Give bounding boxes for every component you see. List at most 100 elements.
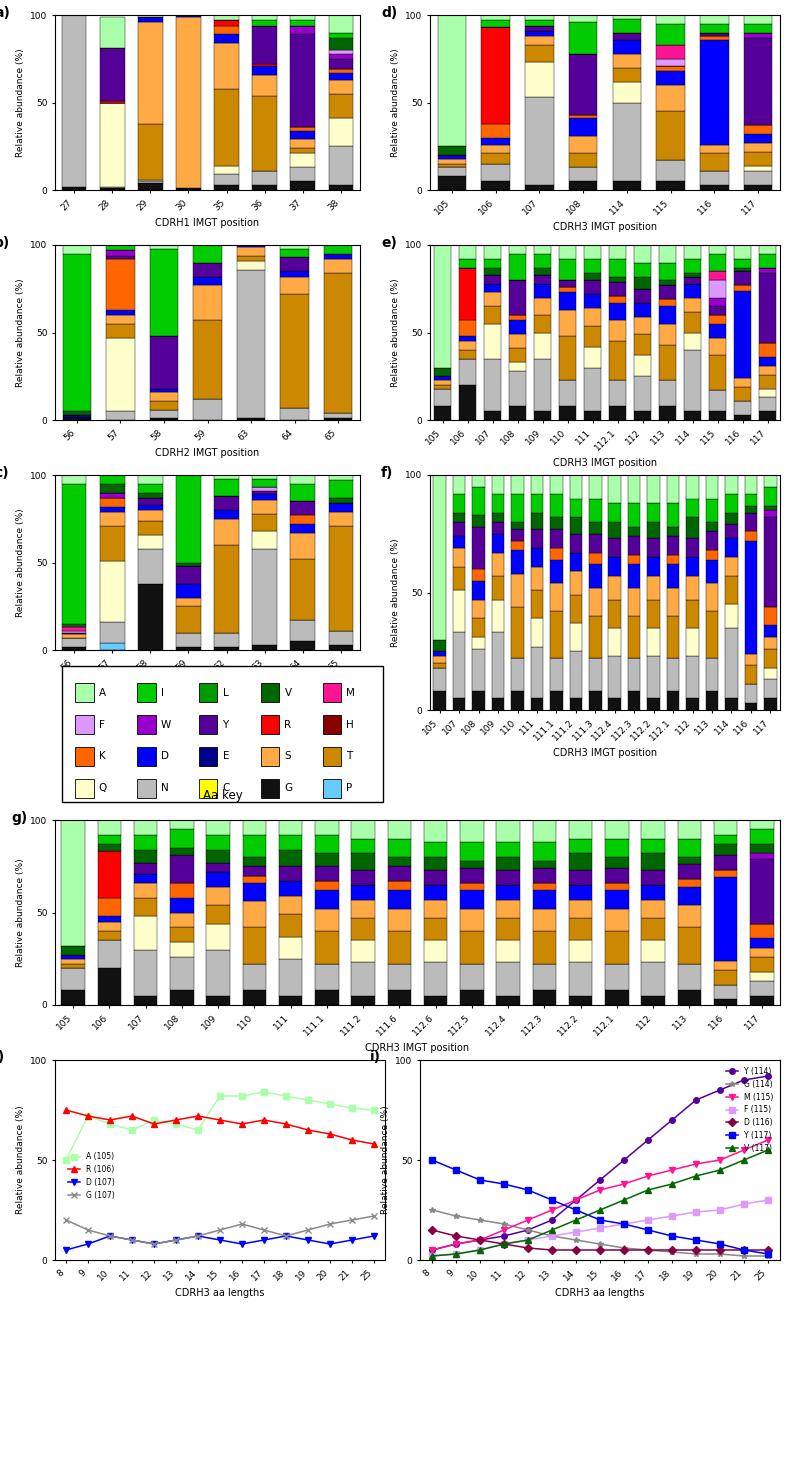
Bar xyxy=(610,407,626,420)
Bar xyxy=(138,180,162,181)
Bar xyxy=(199,683,218,702)
A (105) xyxy=(237,1087,246,1105)
Bar xyxy=(290,20,315,25)
Bar xyxy=(496,900,520,919)
G (114) xyxy=(475,1211,485,1229)
Bar xyxy=(252,487,277,490)
Bar xyxy=(745,506,757,512)
Bar xyxy=(634,262,650,277)
Bar xyxy=(642,900,665,919)
Bar xyxy=(98,941,121,969)
R (106) xyxy=(282,1115,291,1132)
Bar xyxy=(329,50,354,54)
Bar xyxy=(745,512,757,531)
Text: g): g) xyxy=(11,811,28,825)
Bar xyxy=(329,480,354,497)
Bar xyxy=(351,885,375,900)
Bar xyxy=(533,891,556,909)
Bar xyxy=(511,530,524,541)
Bar xyxy=(589,658,602,691)
Bar xyxy=(329,73,354,80)
Bar xyxy=(424,963,447,996)
Bar xyxy=(242,882,266,901)
Bar xyxy=(438,146,466,155)
Bar xyxy=(460,868,484,882)
X-axis label: CDRH3 IMGT position: CDRH3 IMGT position xyxy=(553,748,657,758)
Bar xyxy=(290,524,315,533)
Bar xyxy=(569,870,593,885)
Text: I: I xyxy=(161,688,163,698)
Bar xyxy=(559,293,576,310)
Bar xyxy=(138,181,162,183)
Bar xyxy=(62,623,86,628)
M (115) xyxy=(715,1151,725,1169)
Bar xyxy=(569,181,598,190)
D (107) xyxy=(237,1235,246,1252)
Bar xyxy=(75,683,94,702)
Bar xyxy=(659,285,676,300)
Bar xyxy=(176,632,201,647)
Bar xyxy=(534,411,550,420)
Bar xyxy=(678,906,701,928)
D (116) xyxy=(739,1241,749,1258)
Bar xyxy=(351,900,375,919)
Bar xyxy=(725,557,738,576)
Bar xyxy=(634,303,650,317)
Bar xyxy=(424,941,447,963)
Bar xyxy=(609,655,621,698)
R (106) xyxy=(215,1112,225,1129)
Bar xyxy=(424,870,447,885)
Bar xyxy=(525,184,554,190)
Bar xyxy=(530,475,543,494)
Bar xyxy=(734,414,750,420)
Bar xyxy=(98,916,121,922)
Bar xyxy=(686,518,699,538)
Bar xyxy=(647,557,660,576)
Bar xyxy=(329,38,354,50)
G (114) xyxy=(571,1232,581,1249)
G (107) xyxy=(369,1207,378,1225)
Bar xyxy=(62,990,85,1005)
Bar xyxy=(710,271,726,279)
Bar xyxy=(613,19,641,32)
Bar xyxy=(62,414,91,417)
Bar xyxy=(642,996,665,1005)
Bar xyxy=(438,164,466,167)
Y (117) xyxy=(427,1151,437,1169)
Bar xyxy=(700,23,729,32)
Bar xyxy=(214,88,239,165)
Y-axis label: Relative abundance (%): Relative abundance (%) xyxy=(381,1106,390,1214)
G (114) xyxy=(667,1244,677,1261)
Bar xyxy=(170,913,194,928)
Bar xyxy=(734,271,750,285)
Bar xyxy=(678,964,701,990)
Bar xyxy=(150,389,178,392)
Bar xyxy=(98,835,121,844)
Bar xyxy=(686,538,699,557)
Y (114) xyxy=(499,1227,509,1245)
Bar xyxy=(657,23,685,45)
Bar xyxy=(605,891,629,909)
D (107) xyxy=(171,1232,181,1249)
R (106) xyxy=(61,1102,71,1119)
Bar xyxy=(252,171,277,184)
Bar xyxy=(584,367,601,411)
Bar xyxy=(744,126,772,135)
Y-axis label: Relative abundance (%): Relative abundance (%) xyxy=(15,48,25,157)
Bar xyxy=(647,576,660,600)
Bar xyxy=(98,930,121,941)
Y (114) xyxy=(739,1071,749,1088)
M (115) xyxy=(691,1156,701,1173)
Bar xyxy=(759,253,776,268)
Bar xyxy=(492,600,504,632)
Bar xyxy=(100,493,125,497)
G (114) xyxy=(643,1241,653,1258)
Bar xyxy=(176,606,201,632)
Bar xyxy=(613,40,641,54)
Bar xyxy=(647,655,660,698)
Bar xyxy=(666,565,679,588)
Bar xyxy=(764,650,777,667)
Bar xyxy=(725,475,738,494)
Bar xyxy=(759,357,776,366)
Bar xyxy=(706,475,718,499)
